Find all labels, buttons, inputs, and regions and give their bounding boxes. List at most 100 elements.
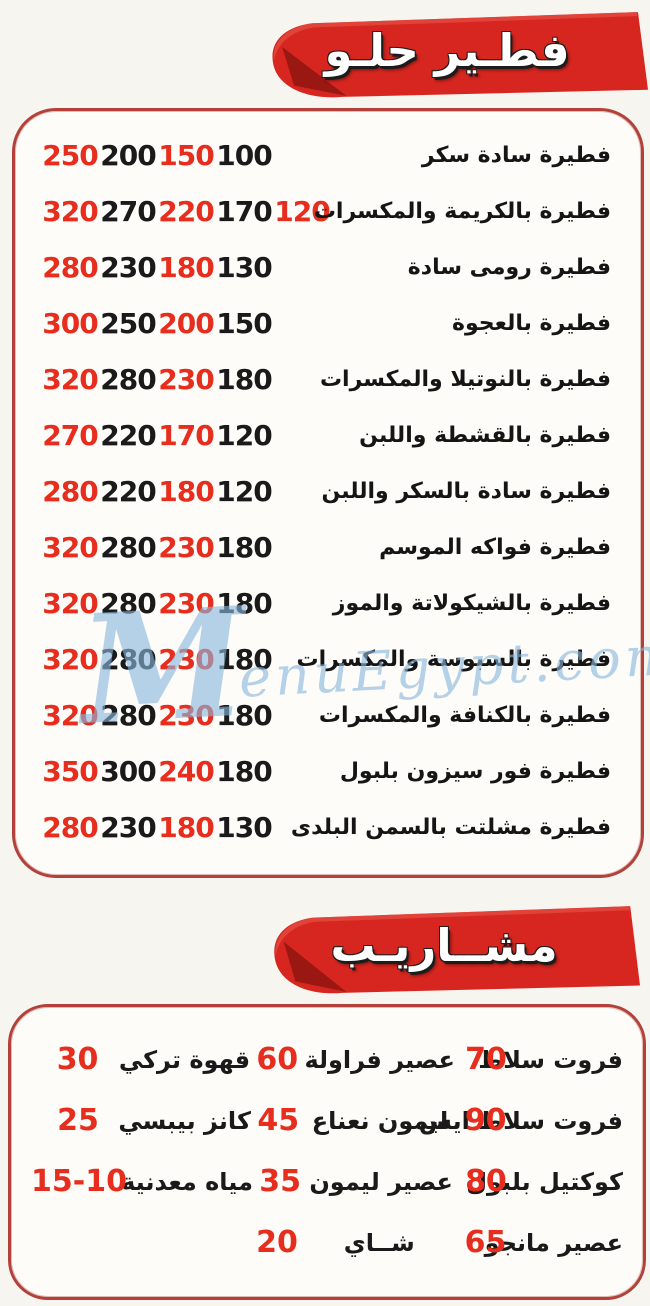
- price-value: 230: [158, 586, 214, 620]
- price-value: 180: [216, 754, 272, 788]
- price-value: 320: [42, 194, 98, 228]
- drinks-rows: فروت سلاط 70 عصير فراولة 60 قهوة تركي 30 فروت …: [11, 1007, 643, 1273]
- drink-name: ليمون نعناع: [311, 1106, 449, 1135]
- price-value: 300: [100, 754, 156, 788]
- drink-price: 65: [464, 1225, 507, 1260]
- menu-item-row: 320 280 230 180 فطيرة بالشيكولاتة والموز: [15, 575, 641, 631]
- price-value: 180: [158, 250, 214, 284]
- section-banner-drinks: مشــاريـب: [266, 904, 640, 996]
- menu-item-row: 320 280 230 180 فطيرة فواكه الموسم: [15, 519, 641, 575]
- price-value: 130: [216, 250, 272, 284]
- item-name: فطيرة رومى سادة: [407, 254, 611, 280]
- menu-item-row: 250 200 150 100 فطيرة سادة سكر: [15, 127, 641, 183]
- drink-price: 25: [57, 1103, 99, 1138]
- item-name: فطيرة بالكريمة والمكسرات: [313, 198, 611, 224]
- price-value: 230: [158, 698, 214, 732]
- item-name: فطيرة سادة سكر: [421, 142, 611, 168]
- price-value: 150: [158, 138, 214, 172]
- price-value: 280: [100, 362, 156, 396]
- price-value: 280: [42, 810, 98, 844]
- price-value: 230: [158, 642, 214, 676]
- drink-name: كانز بيبسي: [118, 1106, 251, 1135]
- price-value: 170: [158, 418, 214, 452]
- red-ribbon-shape: [272, 12, 648, 98]
- drink-name: فروت سلاط ايس: [418, 1106, 623, 1135]
- menu-item-row: 280 230 180 130 فطيرة رومى سادة: [15, 239, 641, 295]
- drink-price: 90: [464, 1103, 507, 1138]
- drink-price: 70: [465, 1042, 507, 1077]
- drink-name: شــاي: [343, 1228, 415, 1257]
- price-value: 180: [216, 698, 272, 732]
- price-value: 230: [100, 810, 156, 844]
- price-value: 150: [216, 306, 272, 340]
- price-value: 180: [216, 530, 272, 564]
- price-value: 270: [42, 418, 98, 452]
- drink-name: كوكتيل بلبول: [466, 1167, 623, 1196]
- price-value: 280: [100, 698, 156, 732]
- price-value: 280: [100, 530, 156, 564]
- price-value: 200: [158, 306, 214, 340]
- price-value: 320: [42, 642, 98, 676]
- red-ribbon-shape: [274, 906, 640, 994]
- menu-item-row: 280 220 180 120 فطيرة سادة بالسكر واللبن: [15, 463, 641, 519]
- price-value: 220: [100, 418, 156, 452]
- drink-row: عصير مانجو 65 شــاي 20: [11, 1212, 643, 1273]
- price-value: 280: [100, 642, 156, 676]
- section-title-drinks: مشــاريـب: [330, 918, 558, 972]
- price-value: 180: [216, 362, 272, 396]
- item-name: فطيرة بالعجوة: [452, 310, 611, 336]
- drink-price: 45: [257, 1103, 300, 1138]
- drink-row: فروت سلاط 70 عصير فراولة 60 قهوة تركي 30: [11, 1029, 643, 1090]
- price-value: 280: [100, 586, 156, 620]
- section-banner-sweet-feteer: فطـير حلـو: [264, 10, 648, 100]
- drink-name: فروت سلاط: [478, 1045, 623, 1074]
- drink-price: 80: [465, 1164, 507, 1199]
- item-name: فطيرة بالنوتيلا والمكسرات: [319, 366, 611, 392]
- drink-name: قهوة تركي: [118, 1045, 251, 1074]
- drink-name: عصير ليمون: [309, 1167, 453, 1196]
- sweet-feteer-price-box: 250 200 150 100 فطيرة سادة سكر 320 270 220 170 12…: [12, 108, 644, 878]
- price-value: 230: [158, 362, 214, 396]
- price-value: 320: [42, 698, 98, 732]
- price-value: 180: [216, 642, 272, 676]
- price-value: 170: [216, 194, 272, 228]
- drink-price: 20: [256, 1225, 298, 1260]
- drink-price: 35: [259, 1164, 301, 1199]
- price-value: 180: [158, 474, 214, 508]
- drink-name: عصير مانجو: [484, 1228, 623, 1257]
- price-value: 130: [216, 810, 272, 844]
- menu-item-row: 320 270 220 170 120 فطيرة بالكريمة والمكسرات: [15, 183, 641, 239]
- price-value: 120: [216, 474, 272, 508]
- price-value: 280: [42, 250, 98, 284]
- drink-row: كوكتيل بلبول 80 عصير ليمون 35 مياه معدنية 15-…: [11, 1151, 643, 1212]
- price-value: 320: [42, 362, 98, 396]
- price-value: 100: [216, 138, 272, 172]
- item-name: فطيرة بالقشطة واللبن: [359, 422, 611, 448]
- price-value: 320: [42, 586, 98, 620]
- drink-price: 60: [256, 1042, 299, 1077]
- price-value: 220: [158, 194, 214, 228]
- drinks-price-box: فروت سلاط 70 عصير فراولة 60 قهوة تركي 30 فروت …: [8, 1004, 646, 1300]
- drink-price: 15-10: [31, 1164, 127, 1199]
- item-name: فطيرة مشلتت بالسمن البلدى: [290, 814, 611, 840]
- price-value: 180: [216, 586, 272, 620]
- menu-item-row: 270 220 170 120 فطيرة بالقشطة واللبن: [15, 407, 641, 463]
- menu-item-row: 300 250 200 150 فطيرة بالعجوة: [15, 295, 641, 351]
- menu-item-row: 320 280 230 180 فطيرة بالسبوسة والمكسرات: [15, 631, 641, 687]
- price-value: 180: [158, 810, 214, 844]
- item-name: فطيرة فور سيزون بلبول: [339, 758, 611, 784]
- price-value: 230: [158, 530, 214, 564]
- item-name: فطيرة بالشيكولاتة والموز: [332, 590, 611, 616]
- price-value: 200: [100, 138, 156, 172]
- item-name: فطيرة بالكنافة والمكسرات: [318, 702, 611, 728]
- price-value: 300: [42, 306, 98, 340]
- menu-item-row: 320 280 230 180 فطيرة بالكنافة والمكسرات: [15, 687, 641, 743]
- price-value: 120: [274, 194, 330, 228]
- price-value: 120: [216, 418, 272, 452]
- price-value: 240: [158, 754, 214, 788]
- drink-row: فروت سلاط ايس 90 ليمون نعناع 45 كانز بيبسي 25: [11, 1090, 643, 1151]
- drink-name: عصير فراولة: [304, 1045, 455, 1074]
- price-value: 270: [100, 194, 156, 228]
- section-title-sweet-feteer: فطـير حلـو: [324, 23, 570, 77]
